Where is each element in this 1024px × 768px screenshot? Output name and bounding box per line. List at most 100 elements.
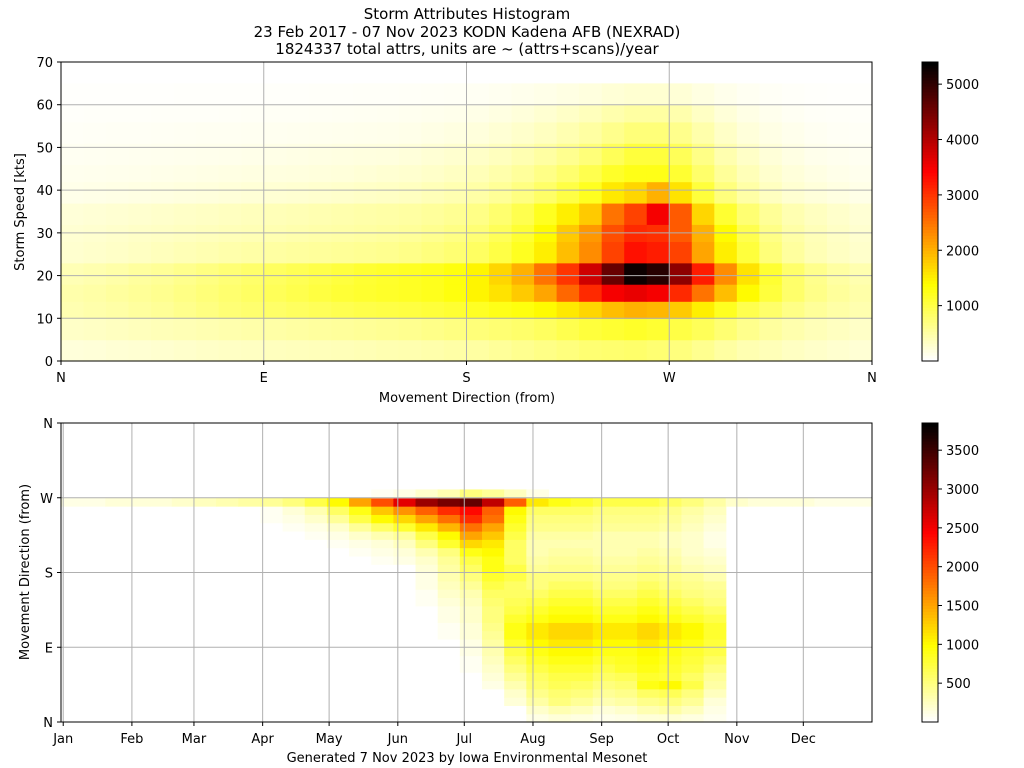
colorbar-segment <box>922 202 938 207</box>
heatmap-cell <box>173 202 197 225</box>
heatmap-cell <box>736 121 760 144</box>
heatmap-cell <box>286 164 310 183</box>
heatmap-cell <box>83 284 107 302</box>
heatmap-cell <box>781 83 806 106</box>
heatmap-cell <box>263 202 287 225</box>
colorbar-segment <box>922 307 938 311</box>
heatmap-cell <box>308 181 332 204</box>
heatmap-cell <box>570 655 594 665</box>
heatmap-cell <box>526 572 550 582</box>
heatmap-cell <box>61 83 85 106</box>
colorbar-segment <box>922 446 938 451</box>
heatmap-cell <box>681 614 705 623</box>
heatmap-cell <box>241 181 265 204</box>
colorbar-segment <box>922 584 938 589</box>
heatmap-cell <box>570 547 594 557</box>
heatmap-cell <box>241 262 265 285</box>
colorbar-segment <box>922 665 938 669</box>
colorbar-segment <box>922 578 938 583</box>
y-tick-label: 70 <box>36 56 53 71</box>
heatmap-cell <box>489 164 513 183</box>
heatmap-cell <box>681 580 705 590</box>
heatmap-cell <box>703 614 727 623</box>
heatmap-cell <box>489 339 513 362</box>
heatmap-cell <box>570 647 594 657</box>
heatmap-cell <box>556 202 580 225</box>
heatmap-cell <box>556 164 580 183</box>
heatmap-cell <box>489 143 513 166</box>
y-tick-label: N <box>43 417 53 432</box>
heatmap-cell <box>443 284 468 302</box>
heatmap-cell <box>304 514 328 524</box>
heatmap-cell <box>556 241 580 264</box>
heatmap-cell <box>826 143 851 166</box>
heatmap-cell <box>196 164 220 183</box>
heatmap-cell <box>570 663 594 673</box>
heatmap-cell <box>681 697 705 706</box>
colorbar-segment <box>922 437 938 442</box>
y-tick-label: 30 <box>36 227 53 242</box>
heatmap-cell <box>759 318 783 341</box>
colorbar-segment <box>922 316 938 320</box>
heatmap-cell <box>526 564 550 574</box>
heatmap-cell <box>624 339 648 362</box>
heatmap-cell <box>437 522 461 532</box>
heatmap-cell <box>127 497 151 507</box>
heatmap-cell <box>826 181 851 204</box>
heatmap-cell <box>151 241 175 264</box>
heatmap-cell <box>736 143 760 166</box>
heatmap-cell <box>466 339 490 362</box>
heatmap-cell <box>681 680 705 690</box>
heatmap-cell <box>304 522 328 532</box>
heatmap-cell <box>570 580 594 590</box>
colorbar-segment <box>922 205 938 210</box>
colorbar-segment <box>922 73 938 78</box>
heatmap-cell <box>669 241 693 264</box>
month-direction-colorbar-frame <box>921 422 939 723</box>
heatmap-cell <box>376 181 400 204</box>
heatmap-cell <box>482 647 505 657</box>
heatmap-cell <box>482 680 505 690</box>
heatmap-cell <box>592 663 616 673</box>
heatmap-cell <box>659 580 683 590</box>
colorbar-segment <box>922 97 938 102</box>
heatmap-cell <box>681 597 705 607</box>
heatmap-cell <box>714 339 738 362</box>
heatmap-cell <box>601 241 625 264</box>
heatmap-cell <box>601 262 625 285</box>
heatmap-cell <box>637 497 660 507</box>
heatmap-cell <box>548 572 572 582</box>
heatmap-cell <box>173 318 197 341</box>
heatmap-cell <box>511 83 535 106</box>
x-tick-label: W <box>663 371 676 386</box>
colorbar-segment <box>922 425 938 430</box>
heatmap-cell <box>548 638 572 648</box>
colorbar-segment <box>922 334 938 338</box>
heatmap-cell <box>759 143 783 166</box>
heatmap-cell <box>263 262 287 285</box>
heatmap-cell <box>570 614 594 623</box>
heatmap-cell <box>526 713 550 723</box>
heatmap-cell <box>504 688 527 698</box>
colorbar-segment <box>922 563 938 568</box>
colorbar-segment <box>922 352 938 356</box>
heatmap-cell <box>173 241 197 264</box>
heatmap-cell <box>218 241 242 264</box>
heatmap-cell <box>826 164 851 183</box>
heatmap-cell <box>637 688 660 698</box>
heatmap-cell <box>526 614 550 623</box>
heatmap-cell <box>781 202 806 225</box>
heatmap-cell <box>534 83 558 106</box>
colorbar-segment <box>922 671 938 675</box>
heatmap-cell <box>826 318 851 341</box>
heatmap-cell <box>759 202 783 225</box>
colorbar-segment <box>922 641 938 645</box>
colorbar-segment <box>922 629 938 633</box>
heatmap-cell <box>241 83 265 106</box>
colorbar-segment <box>922 497 938 502</box>
heatmap-cell <box>83 497 106 507</box>
heatmap-cell <box>703 622 727 632</box>
heatmap-cell <box>482 506 505 515</box>
heatmap-cell <box>646 241 670 264</box>
heatmap-cell <box>304 506 328 515</box>
